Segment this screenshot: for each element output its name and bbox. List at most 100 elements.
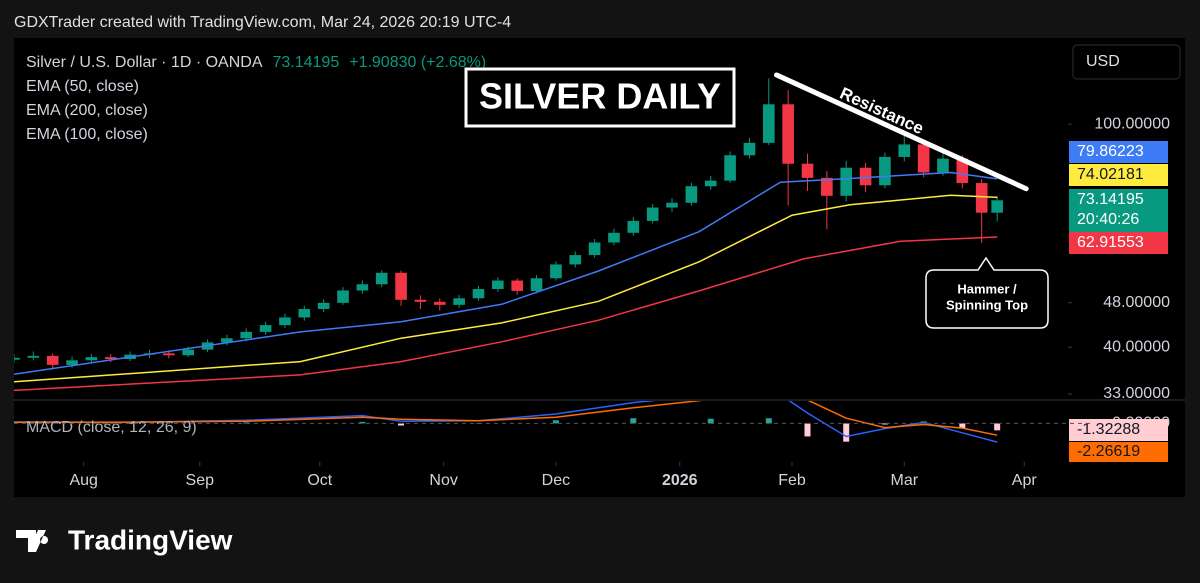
axes: 33.00000 40.00000 48.00000 100.00000 Aug Sep O…	[69, 115, 1170, 489]
macd-pane	[14, 401, 1001, 443]
macd-legend: MACD (close, 12, 26, 9)	[26, 419, 197, 436]
chart-title: SILVER DAILY	[479, 76, 721, 117]
candle-body	[685, 186, 698, 203]
x-tick-label: Nov	[429, 472, 457, 489]
header: GDXTrader created with TradingView.com, …	[14, 14, 511, 31]
histogram-bar	[630, 418, 637, 424]
candle-body	[414, 299, 427, 302]
callout-box	[925, 256, 1049, 329]
price-label: 73.14195	[1077, 191, 1144, 208]
price-pane	[14, 78, 1003, 392]
countdown: 20:40:26	[1077, 211, 1139, 228]
currency-button[interactable]	[1072, 44, 1181, 80]
price-label: 79.86223	[1077, 143, 1144, 160]
candle-body	[511, 280, 524, 291]
y-tick-label: 100.00000	[1094, 115, 1170, 132]
title-box	[464, 67, 736, 128]
symbol: Silver / U.S. Dollar · 1D · OANDA	[26, 54, 263, 71]
callout-text: Hammer /	[957, 281, 1017, 296]
candle-body	[762, 104, 775, 143]
histogram-bar	[765, 418, 772, 424]
histogram-bar	[243, 422, 250, 424]
brand: TradingView	[68, 524, 233, 555]
price-label-bg	[1069, 164, 1168, 186]
macd-label: -1.32288	[1077, 421, 1140, 438]
macd-label-bg	[1069, 442, 1168, 462]
candle-body	[991, 200, 1003, 213]
candle-body	[163, 353, 175, 356]
y-tick-label: 33.00000	[1103, 385, 1170, 402]
x-tick-label: Apr	[1012, 472, 1038, 489]
candle-body	[433, 301, 446, 305]
candle-body	[279, 317, 291, 326]
y-tick-label: 48.00000	[1103, 294, 1170, 311]
candle-body	[317, 302, 330, 309]
candle-body	[898, 144, 911, 157]
y-tick-label: 40.00000	[1103, 338, 1170, 355]
macd-label: -2.26619	[1077, 443, 1140, 460]
histogram-bar	[881, 423, 888, 425]
trendline	[774, 72, 1029, 192]
candle-body	[356, 284, 369, 291]
price-label-bg	[1069, 189, 1168, 233]
candle-body	[704, 180, 717, 187]
x-tick-label: Dec	[542, 472, 570, 489]
last-price: 73.14195	[272, 54, 339, 71]
candle-body	[530, 278, 543, 291]
change: +1.90830 (+2.68%)	[349, 54, 486, 71]
candle-body	[104, 357, 117, 360]
price-label: 74.02181	[1077, 166, 1144, 183]
candle-body	[975, 183, 988, 213]
histogram-bar	[127, 423, 134, 424]
candle-body	[646, 207, 659, 221]
candle-body	[472, 289, 485, 299]
candle-body	[840, 167, 853, 196]
histogram-bar	[843, 423, 850, 442]
candle-body	[956, 158, 969, 184]
histogram-bar	[994, 423, 1001, 431]
histogram-bar	[552, 420, 559, 424]
candle-body	[627, 220, 640, 233]
candle-body	[66, 360, 78, 365]
histogram-bar	[359, 421, 366, 424]
candle-body	[14, 357, 20, 360]
currency[interactable]: USD	[1086, 53, 1120, 70]
macd-label-bg	[1069, 419, 1168, 441]
candle-body	[569, 255, 582, 265]
legend-symbol: Silver / U.S. Dollar · 1D · OANDA 73.1419…	[26, 54, 486, 71]
ema-line	[14, 194, 998, 383]
candle-body	[395, 272, 407, 300]
x-tick-label: Aug	[69, 472, 97, 489]
candle-body	[937, 158, 949, 173]
macd-line	[14, 401, 998, 436]
candle-body	[879, 156, 891, 186]
histogram-bar	[707, 418, 714, 424]
histogram-bar	[959, 423, 966, 429]
candle-body	[182, 349, 194, 356]
callout-text: Spinning Top	[946, 297, 1028, 312]
candle-body	[337, 290, 349, 303]
x-tick-label: Sep	[186, 472, 215, 489]
candle-body	[85, 357, 98, 361]
ema-line	[14, 171, 998, 375]
histogram-bar	[804, 423, 811, 437]
legend-ema: EMA (100, close)	[26, 126, 148, 143]
price-label-bg	[1069, 232, 1168, 254]
candle-body	[240, 331, 253, 339]
price-label: 62.91553	[1077, 234, 1144, 251]
histogram-bar	[398, 423, 405, 426]
legend-ema: EMA (50, close)	[26, 78, 139, 95]
candle-body	[46, 355, 59, 365]
price-label-bg	[1069, 141, 1168, 163]
candle-body	[27, 355, 40, 358]
logo: TradingView	[16, 524, 233, 555]
ema-line	[14, 236, 998, 392]
candle-body	[221, 338, 233, 343]
candle-body	[743, 142, 756, 156]
candle-body	[724, 155, 736, 181]
x-tick-label: Feb	[778, 472, 806, 489]
x-tick-label: 2026	[662, 472, 698, 489]
candle-body	[782, 104, 794, 164]
x-tick-label: Mar	[890, 472, 918, 489]
